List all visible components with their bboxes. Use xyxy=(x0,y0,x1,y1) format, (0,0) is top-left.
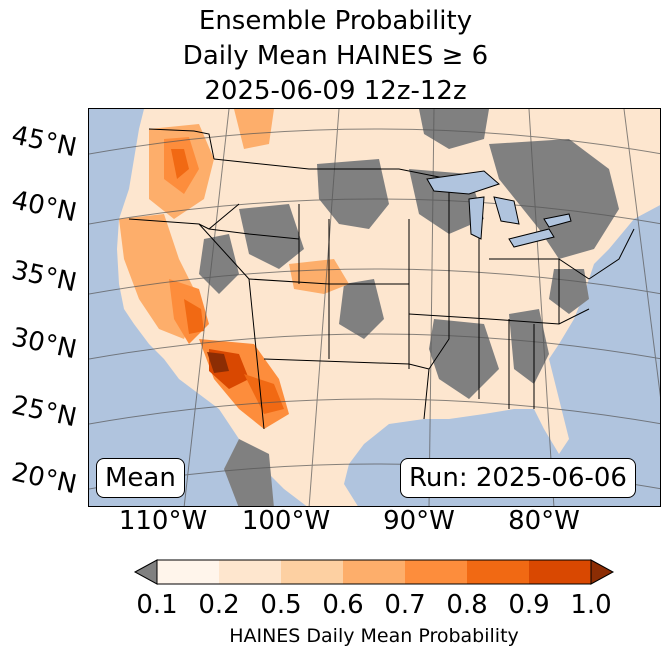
latitude-label-25: 25°N xyxy=(8,390,80,434)
colorbar-bin-4 xyxy=(343,560,405,584)
colorbar-bin-5 xyxy=(405,560,467,584)
colorbar-over-arrow xyxy=(590,559,615,585)
longitude-label-100w: 100°W xyxy=(241,506,331,536)
great-lakes xyxy=(426,170,572,248)
colorbar-bin-6 xyxy=(467,560,529,584)
colorbar-bin-7 xyxy=(529,560,591,584)
longitude-label-80w: 80°W xyxy=(508,506,580,536)
state-borders xyxy=(128,128,635,430)
colorbar-label: HAINES Daily Mean Probability xyxy=(229,625,519,647)
stat-label-box: Mean xyxy=(96,458,185,498)
title-line-2: Daily Mean HAINES ≥ 6 xyxy=(182,41,489,71)
colorbar-tick-0.8: 0.8 xyxy=(446,590,488,620)
colorbar xyxy=(133,559,615,585)
colorbar-bin-3 xyxy=(281,560,343,584)
latitude-label-30: 30°N xyxy=(8,322,80,366)
latitude-label-45: 45°N xyxy=(8,120,80,164)
colorbar-tick-0.6: 0.6 xyxy=(322,590,364,620)
elevated-probability-regions xyxy=(119,109,349,429)
colorbar-tick-0.2: 0.2 xyxy=(198,590,240,620)
map-canvas xyxy=(89,109,660,506)
title-line-3: 2025-06-09 12z-12z xyxy=(204,76,467,106)
longitude-label-90w: 90°W xyxy=(383,506,455,536)
colorbar-under-arrow xyxy=(133,559,158,585)
colorbar-tick-0.5: 0.5 xyxy=(260,590,302,620)
colorbar-bin-2 xyxy=(219,560,281,584)
latitude-label-35: 35°N xyxy=(8,255,80,299)
colorbar-tick-0.7: 0.7 xyxy=(384,590,426,620)
colorbar-bin-1 xyxy=(157,560,219,584)
colorbar-tick-1.0: 1.0 xyxy=(570,590,612,620)
colorbar-tick-0.9: 0.9 xyxy=(508,590,550,620)
below-threshold-regions xyxy=(199,109,619,506)
latitude-label-20: 20°N xyxy=(8,457,80,501)
latitude-label-40: 40°N xyxy=(8,185,80,229)
probability-map xyxy=(88,108,661,507)
colorbar-tick-0.1: 0.1 xyxy=(136,590,178,620)
longitude-label-110w: 110°W xyxy=(118,506,208,536)
run-label-box: Run: 2025-06-06 xyxy=(400,458,636,498)
colorbar-frame xyxy=(156,559,592,585)
title-line-1: Ensemble Probability xyxy=(198,6,473,36)
